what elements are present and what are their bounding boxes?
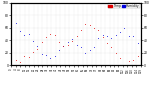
Point (119, 57, 121, 59)
Point (84, 52, 87, 53)
Point (114, 35, 117, 36)
Point (27, 33, 30, 34)
Point (40, 53, 43, 54)
Point (123, 64, 126, 65)
Point (71, 38, 73, 39)
Point (80, 29, 82, 30)
Point (88, 49, 91, 51)
Point (23, 35, 26, 36)
Point (110, 47, 113, 48)
Point (14, 59, 17, 60)
Legend: Temp, Humidity: Temp, Humidity (108, 3, 140, 8)
Point (53, 35, 56, 36)
Point (128, 61, 130, 62)
Point (84, 23, 87, 24)
Point (132, 59, 134, 60)
Point (128, 35, 130, 36)
Point (80, 46, 82, 48)
Point (10, 62, 12, 64)
Point (45, 54, 47, 55)
Point (67, 41, 69, 42)
Point (32, 41, 34, 42)
Point (49, 34, 52, 35)
Point (136, 55, 139, 56)
Point (19, 30, 21, 31)
Point (62, 45, 65, 46)
Point (23, 56, 26, 57)
Point (36, 49, 39, 50)
Point (67, 44, 69, 46)
Point (45, 36, 47, 37)
Point (110, 37, 113, 38)
Point (32, 52, 34, 53)
Point (49, 57, 52, 58)
Point (36, 46, 39, 47)
Point (97, 37, 100, 39)
Point (58, 41, 60, 42)
Point (62, 45, 65, 47)
Point (19, 61, 21, 62)
Point (106, 35, 108, 36)
Point (27, 56, 30, 58)
Point (123, 27, 126, 29)
Point (114, 52, 117, 54)
Point (101, 37, 104, 38)
Point (75, 35, 78, 37)
Point (40, 41, 43, 43)
Point (106, 42, 108, 43)
Point (88, 24, 91, 25)
Point (97, 30, 100, 31)
Point (93, 46, 95, 48)
Point (101, 34, 104, 36)
Point (75, 44, 78, 45)
Point (136, 43, 139, 44)
Point (93, 28, 95, 29)
Point (71, 40, 73, 42)
Point (58, 50, 60, 51)
Point (10, 12, 12, 14)
Point (14, 23, 17, 24)
Point (132, 36, 134, 37)
Point (53, 55, 56, 57)
Point (119, 31, 121, 33)
